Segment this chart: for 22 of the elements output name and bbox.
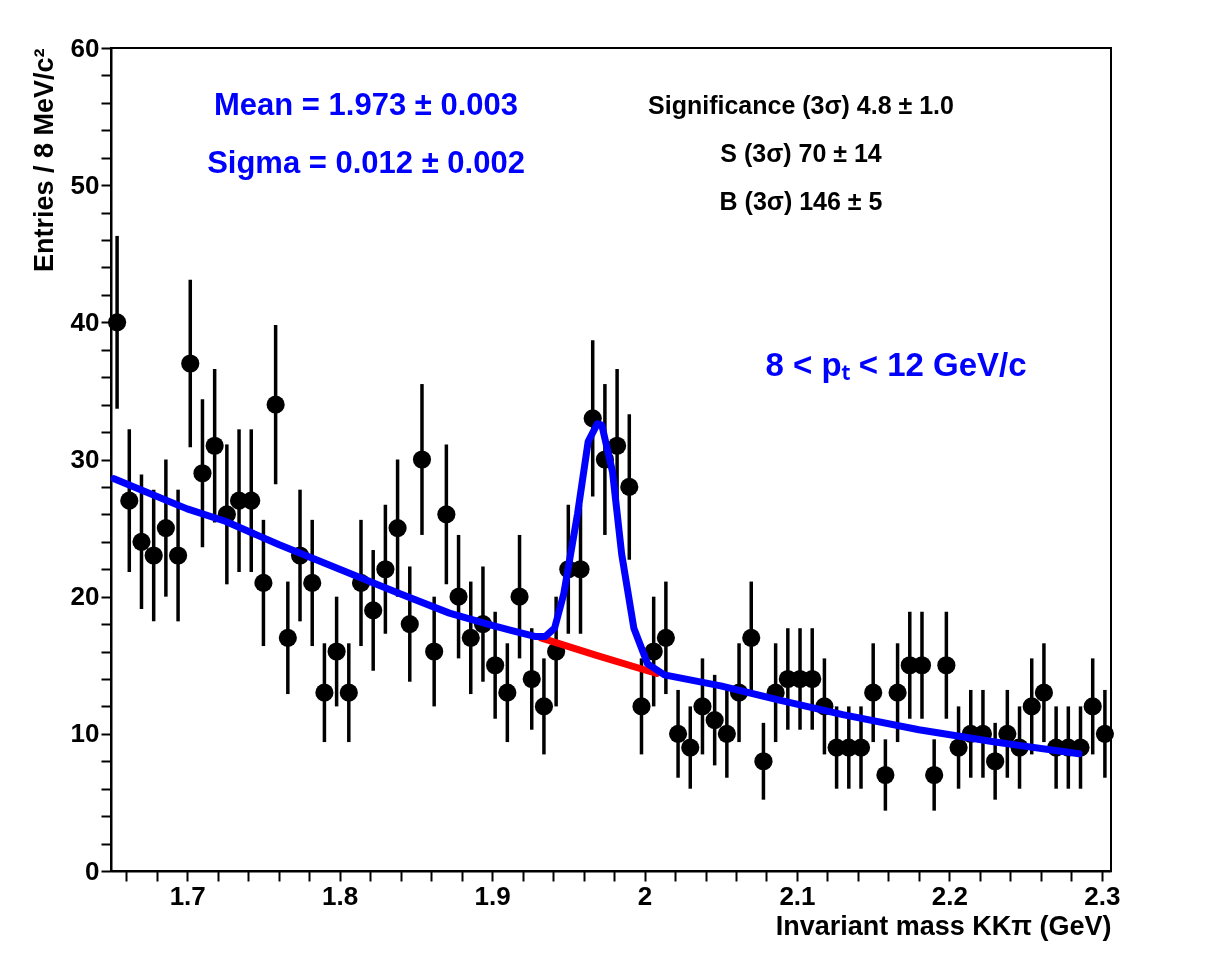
- y-axis-title: Entries / 8 MeV/c²: [28, 48, 59, 273]
- y-tick-label: 0: [85, 855, 100, 886]
- x-tick-label: 2.3: [1084, 880, 1121, 911]
- annotation: Significance (3σ) 4.8 ± 1.0: [648, 91, 954, 119]
- annotation: B (3σ) 146 ± 5: [719, 187, 883, 215]
- x-tick-label: 1.7: [169, 880, 206, 911]
- y-tick-label: 40: [70, 306, 100, 337]
- y-tick-label: 20: [70, 581, 100, 612]
- x-tick-label: 2.2: [931, 880, 968, 911]
- y-tick-label: 60: [70, 32, 100, 63]
- x-tick-label: 2.1: [779, 880, 816, 911]
- y-tick-label: 30: [70, 444, 100, 474]
- x-tick-label: 2: [637, 880, 653, 911]
- annotation: Mean = 1.973 ± 0.003: [214, 87, 518, 122]
- y-tick-label: 10: [70, 718, 100, 749]
- x-tick-label: 1.9: [474, 880, 511, 911]
- y-tick-label: 50: [70, 169, 100, 200]
- x-tick-label: 1.8: [322, 880, 359, 911]
- annotation: Sigma = 0.012 ± 0.002: [207, 145, 525, 180]
- annotation: 8 < pₜ < 12 GeV/c: [765, 346, 1027, 383]
- annotation: S (3σ) 70 ± 14: [720, 139, 882, 167]
- x-axis-title: Invariant mass KKπ (GeV): [775, 910, 1112, 941]
